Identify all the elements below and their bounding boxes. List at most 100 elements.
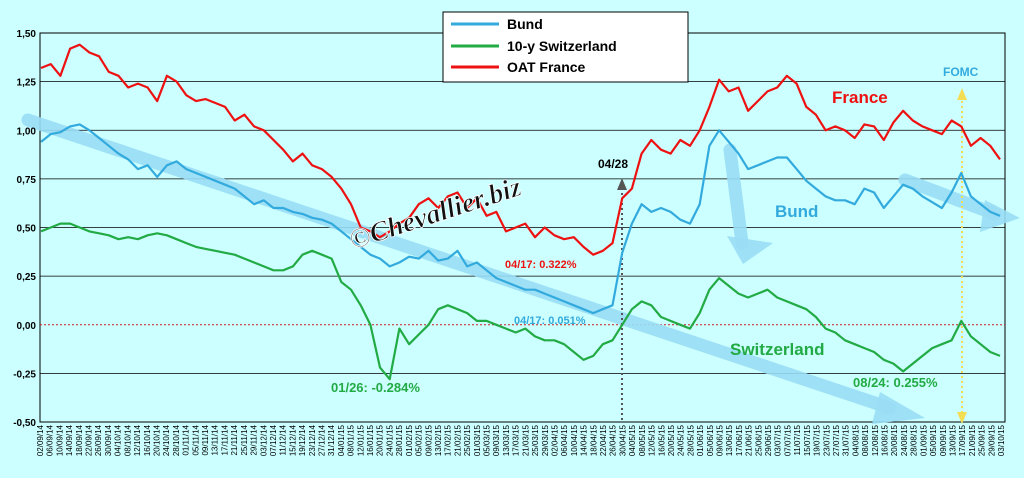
x-tick-label: 24/05/15 xyxy=(677,424,686,456)
x-tick-label: 03/12/14 xyxy=(259,424,268,456)
x-tick-label: 07/07/15 xyxy=(783,424,792,456)
x-tick-label: 12/01/15 xyxy=(356,424,365,456)
y-tick-label: 1,00 xyxy=(17,126,37,137)
x-tick-label: 25/02/15 xyxy=(463,424,472,456)
x-tick-label: 16/10/14 xyxy=(143,424,152,456)
x-tick-label: 08/10/14 xyxy=(123,424,132,456)
x-tick-label: 04/01/15 xyxy=(337,424,346,456)
series-line-bund xyxy=(40,123,1001,315)
x-tick-label: 18/09/14 xyxy=(75,424,84,456)
x-tick-label: 09/06/15 xyxy=(715,424,724,456)
x-tick-label: 23/07/15 xyxy=(822,424,831,456)
x-tick-label: 31/12/14 xyxy=(327,424,336,456)
x-tick-label: 03/10/15 xyxy=(997,424,1006,456)
y-tick-label: -0,25 xyxy=(13,369,36,380)
label-bund: Bund xyxy=(775,202,818,221)
x-tick-label: 25/06/15 xyxy=(754,424,763,456)
x-tick-label: 21/03/15 xyxy=(521,424,530,456)
x-tick-label: 17/09/15 xyxy=(958,424,967,456)
trend-arrow-main-head xyxy=(872,392,925,424)
x-tick-label: 07/12/14 xyxy=(269,424,278,456)
y-tick-label: 1,25 xyxy=(17,78,37,89)
x-tick-label: 08/08/15 xyxy=(861,424,870,456)
y-tick-label: 0,75 xyxy=(17,175,37,186)
x-tick-label: 06/04/15 xyxy=(560,424,569,456)
x-tick-label: 17/02/15 xyxy=(444,424,453,456)
x-tick-label: 04/05/15 xyxy=(628,424,637,456)
x-tick-label: 28/08/15 xyxy=(910,424,919,456)
x-tick-label: 17/03/15 xyxy=(512,424,521,456)
x-tick-label: 04/10/14 xyxy=(114,424,123,456)
trend-arrows xyxy=(21,113,1020,424)
x-tick-label: 10/04/15 xyxy=(570,424,579,456)
x-tick-label: 13/11/14 xyxy=(211,424,220,455)
x-tick-label: 21/02/15 xyxy=(453,424,462,456)
x-tick-label: 04/08/15 xyxy=(851,424,860,456)
x-tick-label: 06/09/14 xyxy=(46,424,55,456)
series-line-oat-france xyxy=(40,43,1001,256)
x-tick-label: 25/11/14 xyxy=(240,424,249,455)
x-tick-label: 11/12/14 xyxy=(279,424,288,455)
x-tick-label: 19/07/15 xyxy=(813,424,822,456)
x-tick-label: 17/06/15 xyxy=(735,424,744,456)
x-tick-label: 23/12/14 xyxy=(308,424,317,456)
x-tick-label: 29/03/15 xyxy=(541,424,550,456)
x-tick-label: 02/04/15 xyxy=(550,424,559,456)
x-tick-label: 22/04/15 xyxy=(599,424,608,456)
x-tick-label: 27/12/14 xyxy=(318,424,327,456)
x-tick-label: 18/04/15 xyxy=(589,424,598,456)
y-tick-label: 0,25 xyxy=(17,272,37,283)
x-tick-label: 03/07/15 xyxy=(774,424,783,456)
x-tick-label: 12/05/15 xyxy=(648,424,657,456)
x-tick-label: 15/12/14 xyxy=(288,424,297,456)
trend-arrow-bund-head xyxy=(727,236,773,264)
label-swiss-aug: 08/24: 0.255% xyxy=(853,375,938,390)
x-tick-label: 29/09/15 xyxy=(987,424,996,456)
x-tick-label: 26/04/15 xyxy=(609,424,618,456)
trend-arrow-bund xyxy=(723,143,749,250)
x-tick-label: 02/09/14 xyxy=(36,424,45,456)
x-tick-label: 01/06/15 xyxy=(696,424,705,456)
x-tick-label: 05/06/15 xyxy=(706,424,715,456)
trend-arrow-right-head xyxy=(980,200,1020,232)
label-apr28: 04/28 xyxy=(598,157,628,171)
y-tick-label: 0,50 xyxy=(17,224,37,235)
x-tick-label: 16/05/15 xyxy=(657,424,666,456)
x-tick-label: 09/11/14 xyxy=(201,424,210,455)
x-tick-label: 20/01/15 xyxy=(376,424,385,456)
x-tick-label: 30/09/14 xyxy=(104,424,113,456)
x-tick-label: 27/07/15 xyxy=(832,424,841,456)
trend-arrow-main xyxy=(21,113,897,415)
x-tick-label: 14/04/15 xyxy=(580,424,589,456)
x-tick-label: 25/09/15 xyxy=(978,424,987,456)
x-tick-label: 22/09/14 xyxy=(85,424,94,456)
label-fomc: FOMC xyxy=(943,65,979,79)
x-tick-label: 01/03/15 xyxy=(473,424,482,456)
x-tick-label: 13/03/15 xyxy=(502,424,511,456)
x-tick-label: 01/11/14 xyxy=(182,424,191,455)
x-tick-label: 17/11/14 xyxy=(220,424,229,455)
x-tick-label: 09/03/15 xyxy=(492,424,501,456)
legend-label-bund: Bund xyxy=(507,16,543,32)
y-tick-label: 1,50 xyxy=(17,29,37,40)
x-tick-label: 28/01/15 xyxy=(395,424,404,456)
grid xyxy=(39,32,1006,423)
x-tick-label: 14/09/14 xyxy=(65,424,74,456)
x-tick-label: 16/08/15 xyxy=(881,424,890,456)
x-tick-label: 05/03/15 xyxy=(483,424,492,456)
x-tick-label: 05/09/15 xyxy=(929,424,938,456)
x-tick-label: 10/09/14 xyxy=(55,424,64,456)
y-tick-label: 0,00 xyxy=(17,321,37,332)
y-axis: 1,50 1,25 1,00 0,75 0,50 0,25 0,00 -0,25 -0,50 xyxy=(13,29,36,429)
x-tick-label: 25/03/15 xyxy=(531,424,540,456)
x-tick-label: 31/07/15 xyxy=(842,424,851,456)
x-tick-label: 13/02/15 xyxy=(434,424,443,456)
x-axis: 02/09/14 06/09/14 10/09/14 14/09/14 18/09/14… xyxy=(36,424,1006,456)
x-tick-label: 05/02/15 xyxy=(415,424,424,456)
x-tick-label: 12/08/15 xyxy=(871,424,880,456)
x-tick-label: 20/10/14 xyxy=(152,424,161,456)
x-tick-label: 19/12/14 xyxy=(298,424,307,456)
x-tick-label: 13/06/15 xyxy=(725,424,734,456)
x-tick-label: 15/07/15 xyxy=(803,424,812,456)
label-switzerland: Switzerland xyxy=(730,340,824,359)
